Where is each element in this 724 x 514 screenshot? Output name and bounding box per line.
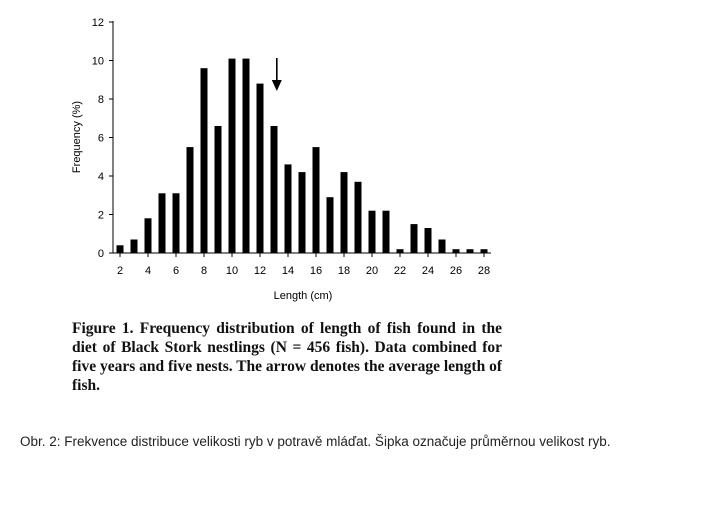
bar-18	[340, 172, 348, 253]
y-tick-label: 8	[98, 94, 104, 106]
bar-24	[424, 228, 432, 253]
x-tick-label: 18	[338, 265, 350, 277]
x-tick-label: 16	[310, 265, 322, 277]
bar-3	[130, 239, 138, 253]
bar-14	[284, 164, 292, 253]
x-tick-label: 28	[478, 265, 490, 277]
x-tick-label: 10	[226, 265, 238, 277]
bar-15	[298, 172, 306, 253]
bar-20	[368, 210, 376, 253]
bar-19	[354, 181, 362, 253]
x-tick-label: 4	[145, 265, 151, 277]
y-tick-label: 4	[98, 171, 104, 183]
bar-11	[242, 58, 250, 253]
bar-25	[438, 239, 446, 253]
y-axis-label: Frequency (%)	[71, 101, 83, 173]
bar-2	[116, 245, 124, 253]
x-tick-label: 24	[422, 265, 434, 277]
x-tick-label: 20	[366, 265, 378, 277]
y-tick-label: 0	[98, 248, 104, 260]
bar-8	[200, 68, 208, 253]
arrow-head	[271, 80, 282, 91]
x-tick-label: 6	[173, 265, 179, 277]
bar-10	[228, 58, 236, 253]
bar-16	[312, 147, 320, 253]
x-tick-label: 12	[254, 265, 266, 277]
bar-17	[326, 197, 334, 253]
bar-22	[396, 249, 404, 253]
bar-9	[214, 126, 222, 253]
bar-27	[466, 249, 474, 253]
figure-caption: Figure 1. Frequency distribution of leng…	[72, 320, 502, 394]
x-tick-label: 2	[117, 265, 123, 277]
x-tick-label: 22	[394, 265, 406, 277]
bar-12	[256, 83, 264, 253]
figure-note: Obr. 2: Frekvence distribuce velikosti r…	[20, 434, 611, 449]
bar-26	[452, 249, 460, 253]
x-tick-label: 14	[282, 265, 294, 277]
bar-6	[172, 193, 180, 253]
y-tick-label: 12	[92, 17, 104, 29]
average-arrow-icon	[271, 58, 282, 91]
bar-23	[410, 224, 418, 253]
bars-group	[116, 58, 488, 253]
y-tick-label: 2	[98, 210, 104, 222]
bar-4	[144, 218, 152, 253]
bar-28	[480, 249, 488, 253]
x-axis-label: Length (cm)	[274, 290, 333, 302]
bar-21	[382, 210, 390, 253]
y-tick-label: 10	[92, 56, 104, 68]
bar-7	[186, 147, 194, 253]
x-tick-label: 26	[450, 265, 462, 277]
y-tick-label: 6	[98, 133, 104, 145]
x-tick-label: 8	[201, 265, 207, 277]
bar-5	[158, 193, 166, 253]
bar-13	[270, 126, 278, 253]
